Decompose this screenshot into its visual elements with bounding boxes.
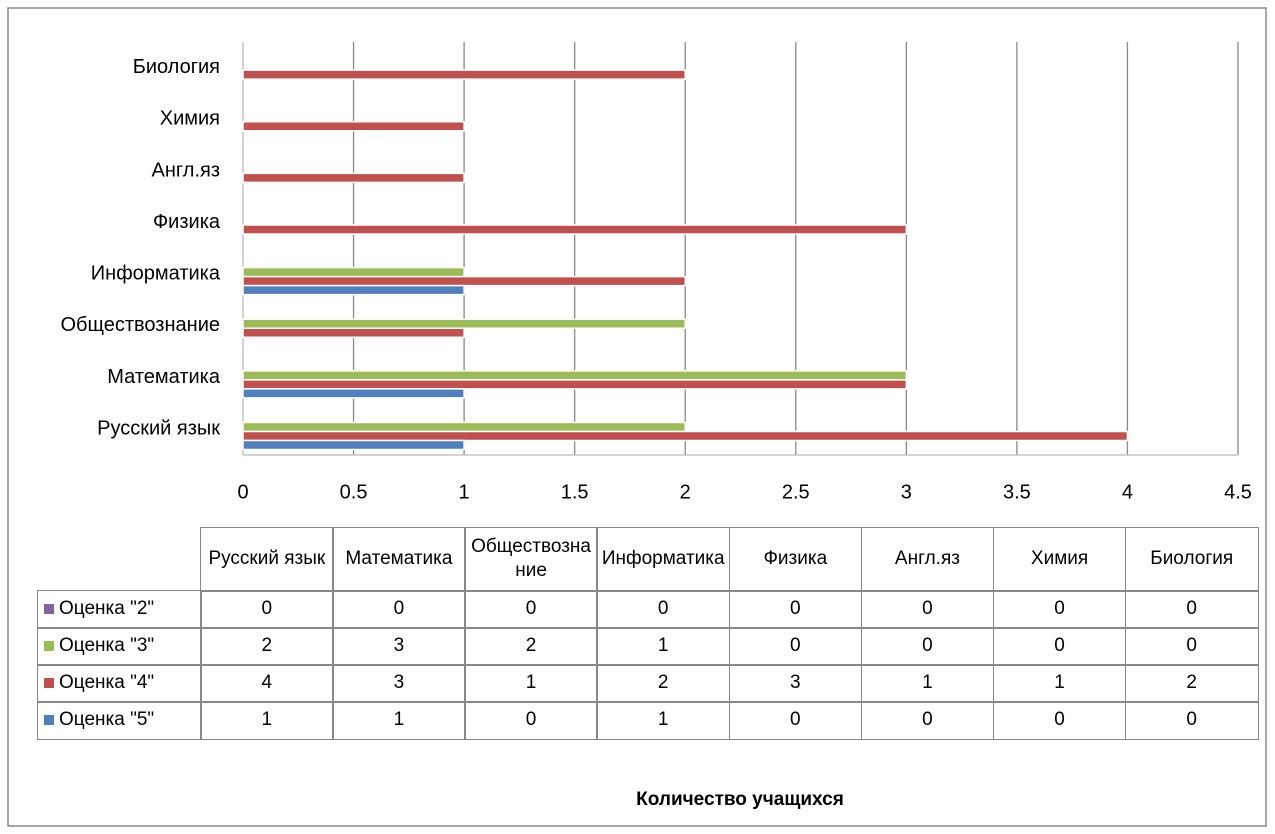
table-value: 1: [596, 627, 730, 666]
table-value: 0: [860, 627, 995, 666]
table-value: 2: [200, 627, 334, 666]
bar: [242, 327, 465, 338]
bar: [242, 421, 686, 433]
table-value: 2: [464, 627, 598, 666]
table-value: 2: [1124, 664, 1259, 703]
table-value: 0: [728, 701, 863, 740]
table-value: 0: [992, 701, 1127, 740]
table-value: 0: [728, 590, 863, 629]
bar: [242, 275, 686, 287]
legend-label: Оценка "5": [59, 709, 155, 731]
y-tick-label: Обществознание: [60, 314, 220, 336]
table-header: Англ.яз: [860, 527, 995, 592]
chart-border: [7, 7, 1267, 827]
table-header: Русский язык: [200, 527, 334, 592]
axis-title: Количество учащихся: [636, 789, 844, 810]
legend-label: Оценка "2": [59, 598, 155, 620]
bar: [242, 69, 686, 80]
table-value: 0: [464, 590, 598, 629]
y-tick-label: Биология: [133, 56, 220, 78]
bar: [242, 370, 908, 381]
bar: [242, 318, 686, 329]
table-value: 1: [992, 664, 1127, 703]
table-value: 1: [464, 664, 598, 703]
table-header: Физика: [728, 527, 863, 592]
legend-label: Оценка "3": [59, 635, 155, 657]
table-value: 0: [860, 701, 995, 740]
table-value: 0: [1124, 701, 1259, 740]
legend-swatch: [44, 604, 54, 615]
table-value: 2: [596, 664, 730, 703]
table-value: 1: [200, 701, 334, 740]
table-value: 4: [200, 664, 334, 703]
x-tick-label: 4: [1122, 481, 1133, 503]
table-value: 0: [860, 590, 995, 629]
table-value: 0: [332, 590, 466, 629]
bar: [242, 121, 465, 132]
table-header: Биология: [1124, 527, 1259, 592]
table-value: 0: [200, 590, 334, 629]
x-tick-label: 0.5: [340, 481, 368, 503]
x-tick-label: 2.5: [782, 481, 810, 503]
legend-entry: Оценка "5": [37, 701, 202, 740]
table-value: 3: [332, 664, 466, 703]
table-value: 0: [1124, 590, 1259, 629]
table-value: 1: [860, 664, 995, 703]
x-tick-label: 3: [901, 481, 912, 503]
bar: [242, 224, 908, 235]
bar: [242, 284, 465, 296]
legend-swatch: [44, 641, 54, 652]
table-value: 0: [1124, 627, 1259, 666]
table-value: 0: [992, 590, 1127, 629]
table-header: Химия: [992, 527, 1127, 592]
legend-entry: Оценка "2": [37, 590, 202, 629]
y-tick-label: Русский язык: [97, 417, 220, 439]
legend-swatch: [44, 715, 54, 726]
x-tick-label: 1: [459, 481, 470, 503]
table-header: Математика: [332, 527, 466, 592]
x-tick-label: 1.5: [561, 481, 589, 503]
table-value: 3: [332, 627, 466, 666]
table-value: 3: [728, 664, 863, 703]
x-tick-label: 2: [680, 481, 691, 503]
bar: [242, 388, 465, 399]
y-tick-label: Информатика: [91, 263, 221, 285]
bar: [242, 430, 1129, 442]
table-value: 0: [992, 627, 1127, 666]
y-tick-label: Математика: [107, 366, 221, 388]
table-value: 1: [332, 701, 466, 740]
legend-entry: Оценка "4": [37, 664, 202, 703]
bar: [242, 172, 465, 184]
table-value: 0: [464, 701, 598, 740]
bar: [242, 266, 465, 278]
bar: [242, 439, 465, 451]
y-tick-label: Физика: [153, 211, 221, 233]
x-tick-label: 4.5: [1224, 481, 1252, 503]
table-value: 1: [596, 701, 730, 740]
y-tick-label: Англ.яз: [152, 159, 220, 181]
legend-entry: Оценка "3": [37, 627, 202, 666]
legend-swatch: [44, 678, 54, 689]
x-tick-label: 0: [237, 481, 248, 503]
table-header: Информатика: [596, 527, 730, 592]
bar: [242, 379, 908, 390]
legend-label: Оценка "4": [59, 672, 155, 694]
table-value: 0: [728, 627, 863, 666]
x-tick-label: 3.5: [1003, 481, 1031, 503]
table-value: 0: [596, 590, 730, 629]
table-header: Обществознание: [464, 527, 598, 592]
y-tick-label: Химия: [160, 108, 220, 130]
